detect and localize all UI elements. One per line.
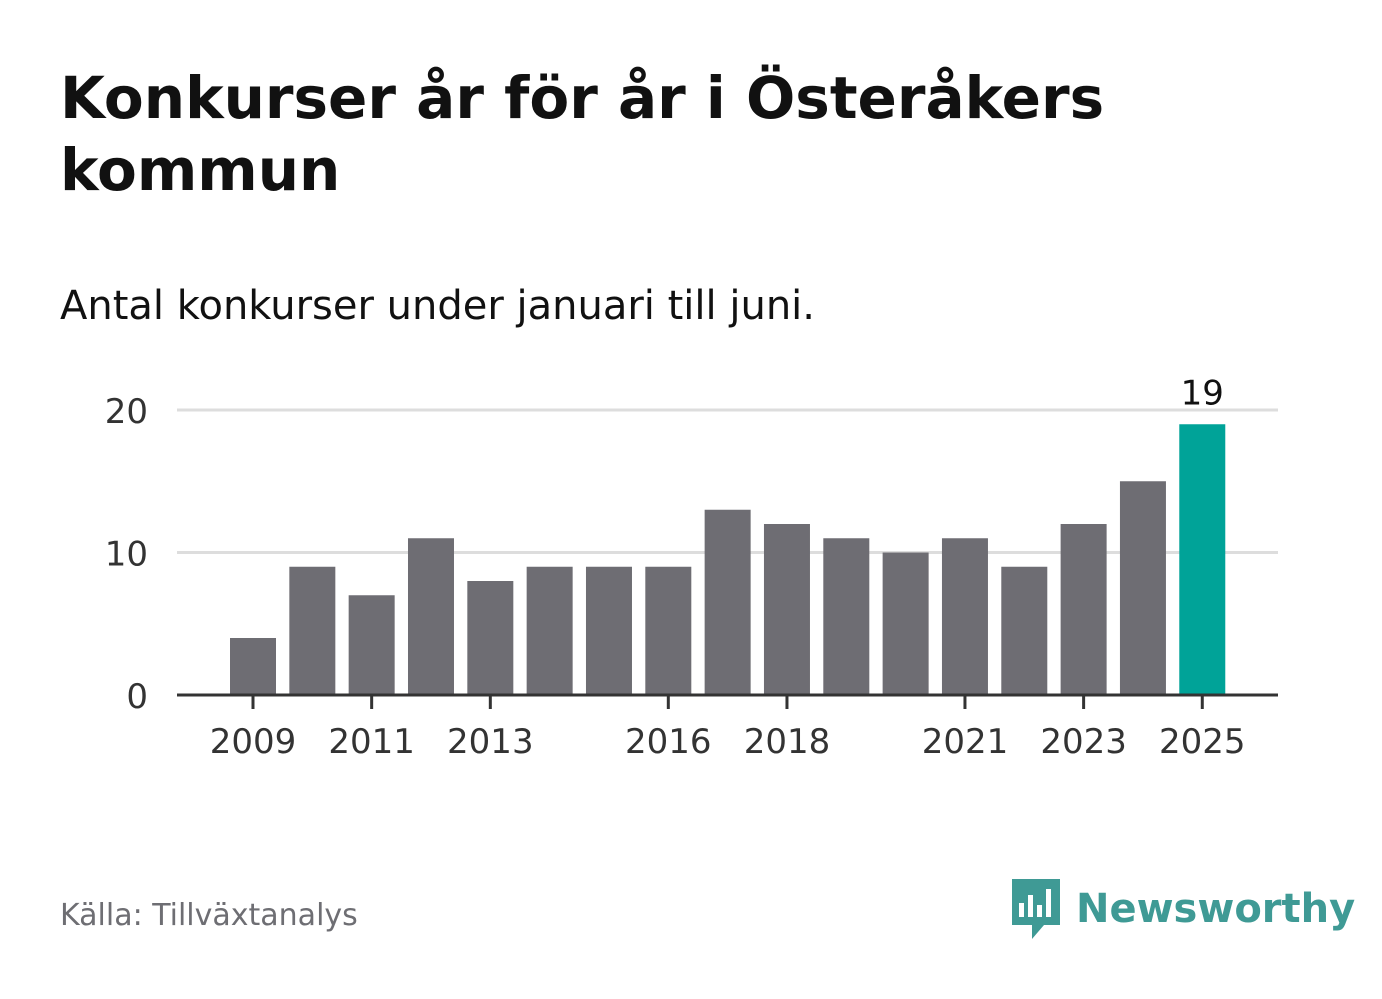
y-tick-label: 0 (126, 677, 148, 717)
y-tick-label: 10 (105, 535, 148, 575)
x-tick-label: 2023 (1040, 722, 1127, 762)
chart-subtitle: Antal konkurser under januari till juni. (60, 283, 815, 329)
bar-2016 (645, 566, 692, 695)
source-note: Källa: Tillväxtanalys (60, 898, 358, 933)
x-tick-label: 2009 (210, 722, 297, 762)
bar-chart-speech-bubble-icon (1012, 879, 1060, 939)
bar-2009 (230, 638, 276, 695)
data-label: 19 (1181, 373, 1224, 413)
bar-2024 (1119, 481, 1166, 695)
x-tick-label: 2021 (922, 722, 1009, 762)
bar-2021 (941, 538, 988, 695)
bar-2011 (348, 595, 395, 695)
x-tick-label: 2018 (744, 722, 831, 762)
bar-2022 (1001, 566, 1048, 695)
bar-2014 (526, 566, 573, 695)
chart-title: Konkurser år för år i Österåkers kommun (60, 64, 1105, 204)
x-tick-label: 2013 (447, 722, 534, 762)
bar-2020 (882, 552, 929, 695)
bar-2015 (585, 566, 632, 695)
x-tick-label: 2025 (1159, 722, 1246, 762)
bar-2013 (467, 581, 514, 695)
bar-2023 (1060, 524, 1107, 695)
bar-chart: 0 10 20 19 2009 2011 2013 2016 2018 2021 2023 2025 (105, 373, 1278, 762)
bar-2025 (1179, 424, 1226, 695)
x-tick-label: 2016 (625, 722, 712, 762)
brand-name: Newsworthy (1076, 886, 1356, 932)
bar-2017 (704, 509, 751, 695)
bar-2019 (823, 538, 870, 695)
bar-2018 (763, 524, 810, 695)
brand-logo: Newsworthy (1010, 876, 1355, 942)
bar-2010 (289, 566, 336, 695)
x-tick-label: 2011 (328, 722, 415, 762)
y-tick-label: 20 (105, 392, 148, 432)
bar-2012 (407, 538, 454, 695)
